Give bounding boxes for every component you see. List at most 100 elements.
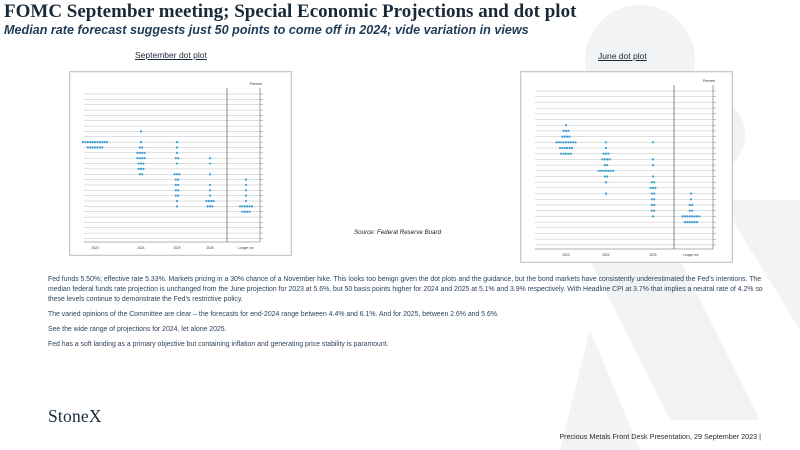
projection-dot [650, 192, 653, 195]
projection-dot [653, 181, 656, 184]
projection-dot [555, 141, 558, 144]
projection-dot [567, 141, 570, 144]
projection-dot [562, 141, 565, 144]
projection-dot [238, 205, 242, 208]
projection-dot [246, 205, 249, 208]
projection-dot [89, 141, 92, 144]
projection-dot [142, 162, 145, 165]
projection-dot [606, 158, 609, 161]
projection-dot [143, 157, 146, 160]
projection-dot [695, 221, 699, 224]
projection-dot [101, 141, 104, 144]
commentary: Fed funds 5.50%; effective rate 5.33%. M… [48, 275, 773, 356]
projection-dot [248, 210, 251, 213]
projection-dot [138, 151, 141, 154]
projection-dot [569, 141, 572, 144]
projection-dot [96, 141, 99, 144]
projection-dot [208, 157, 212, 160]
projection-dot [602, 169, 605, 172]
september-plot-label: September dot plot [135, 50, 207, 60]
projection-dot [683, 221, 687, 224]
commentary-paragraph-2: The varied opinions of the Committee are… [48, 311, 499, 319]
projection-dot [173, 173, 176, 176]
projection-dot [139, 167, 143, 170]
projection-dot [248, 205, 251, 208]
projection-dot [137, 167, 140, 170]
x-tick-label: Longer run [683, 253, 699, 257]
projection-dot [567, 152, 570, 155]
projection-dot [175, 173, 179, 176]
x-tick-label: 2024 [137, 246, 144, 250]
commentary-paragraph-1: Fed funds 5.50%; effective rate 5.33%. M… [48, 276, 763, 304]
projection-dot [205, 199, 208, 203]
projection-dot [608, 158, 611, 161]
x-tick-label: Longer run [238, 246, 254, 250]
projection-dot [208, 194, 212, 197]
projection-dot [653, 198, 656, 201]
source-note: Source: Federal Reserve Board [354, 229, 442, 236]
projection-dot [210, 199, 213, 203]
projection-dot [564, 129, 568, 132]
page-title: FOMC September meeting; Special Economic… [4, 1, 577, 22]
projection-dot [175, 205, 179, 208]
projection-dot [143, 151, 146, 154]
projection-dot [606, 164, 609, 167]
projection-dot [604, 169, 608, 172]
projection-dot [177, 157, 180, 160]
projection-dot [101, 146, 104, 149]
projection-dot [562, 129, 565, 132]
projection-dot [606, 175, 609, 178]
projection-dot [566, 146, 569, 150]
projection-dot [139, 141, 143, 144]
projection-dot [649, 186, 652, 189]
projection-dot [567, 129, 570, 132]
projection-dot [244, 183, 248, 187]
x-tick-label: 2023 [91, 246, 98, 250]
projection-dot [243, 205, 246, 208]
projection-dot [604, 152, 608, 155]
commentary-paragraph-4: Fed has a soft landing as a primary obje… [48, 341, 389, 349]
projection-dot [175, 199, 179, 203]
percent-axis-label: Percent [703, 79, 715, 83]
projection-dot [86, 146, 89, 149]
projection-dot [604, 181, 608, 184]
projection-dot [211, 205, 214, 208]
x-tick-label: 2024 [602, 253, 609, 257]
projection-dot [560, 141, 563, 144]
projection-dot [653, 203, 656, 207]
projection-dot [653, 192, 656, 195]
projection-dot [244, 189, 248, 192]
projection-dot [568, 135, 571, 138]
projection-dot [601, 158, 604, 161]
projection-dot [174, 157, 177, 160]
projection-dot [651, 186, 655, 189]
projection-dot [568, 146, 571, 150]
june-plot-label: June dot plot [598, 51, 647, 61]
projection-dot [208, 173, 212, 176]
projection-dot [570, 146, 574, 150]
projection-dot [698, 215, 701, 218]
september-dot-plot: Percent 2023 2024 2025 2026 Longer run [69, 71, 292, 256]
projection-dot [81, 141, 85, 144]
projection-dot [693, 215, 696, 218]
projection-dot [597, 169, 600, 172]
projection-dot [206, 205, 209, 208]
projection-dot [607, 169, 610, 172]
projection-dot [651, 158, 655, 161]
projection-dot [243, 210, 246, 213]
projection-dot [558, 146, 562, 150]
projection-dot [564, 141, 568, 144]
projection-dot [604, 141, 608, 144]
projection-dot [600, 169, 603, 172]
projection-dot [98, 146, 101, 149]
projection-dot [564, 124, 568, 127]
projection-dot [208, 205, 212, 208]
projection-dot [136, 151, 139, 154]
projection-dot [93, 141, 97, 144]
projection-dot [96, 146, 99, 149]
projection-dot [137, 162, 140, 165]
projection-dot [689, 192, 693, 195]
projection-dot [572, 141, 575, 144]
projection-dot [208, 162, 212, 165]
projection-dot [212, 199, 215, 203]
